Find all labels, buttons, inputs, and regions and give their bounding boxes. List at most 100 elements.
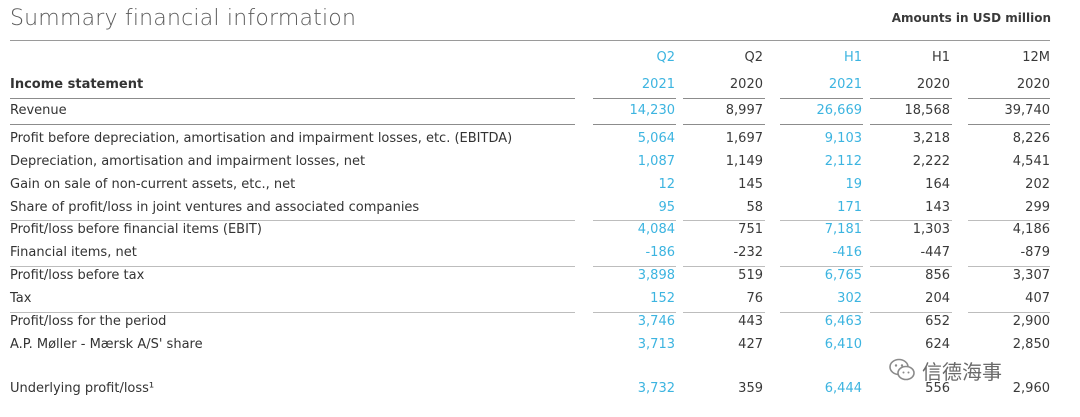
row-rule: [10, 266, 575, 267]
row-rule: [968, 312, 1050, 313]
row-rule: [870, 124, 952, 125]
table-cell: 443: [738, 314, 763, 329]
table-cell: 204: [925, 291, 950, 306]
col-header-period: 12M: [1022, 50, 1050, 65]
table-cell: 7,181: [824, 222, 862, 237]
row-rule: [780, 124, 863, 125]
table-cell: 427: [738, 337, 763, 352]
table-cell: -879: [1020, 245, 1050, 260]
row-rule: [870, 220, 952, 221]
table-cell: 407: [1025, 291, 1050, 306]
header-rule: [683, 98, 765, 99]
table-cell: 6,765: [824, 268, 862, 283]
table-cell: 3,713: [637, 337, 675, 352]
table-cell: 6,444: [824, 381, 862, 396]
table-cell: 2,222: [912, 154, 950, 169]
watermark-text: 信德海事: [922, 359, 1002, 384]
header-rule: [780, 98, 863, 99]
table-cell: 6,463: [824, 314, 862, 329]
row-rule: [780, 220, 863, 221]
col-header-year: 2021: [828, 77, 862, 92]
table-cell: -447: [920, 245, 950, 260]
table-cell: 556: [925, 381, 950, 396]
table-cell: 19: [845, 177, 862, 192]
header-rule: [870, 98, 952, 99]
table-cell: 8,997: [725, 103, 763, 118]
table-cell: 4,541: [1012, 154, 1050, 169]
col-header-period: Q2: [744, 50, 763, 65]
table-cell: 4,186: [1012, 222, 1050, 237]
row-rule: [10, 124, 575, 125]
col-header-year: 2020: [729, 77, 763, 92]
col-header-period: H1: [931, 50, 950, 65]
col-header-year: 2020: [1016, 77, 1050, 92]
table-cell: 9,103: [824, 131, 862, 146]
row-label: Tax: [10, 291, 32, 306]
table-cell: 1,697: [725, 131, 763, 146]
table-cell: 3,746: [637, 314, 675, 329]
col-header-year: 2020: [916, 77, 950, 92]
row-label: Profit/loss before financial items (EBIT…: [10, 222, 262, 237]
row-rule: [10, 220, 575, 221]
table-cell: 8,226: [1012, 131, 1050, 146]
table-cell: 202: [1025, 177, 1050, 192]
row-label: Profit before depreciation, amortisation…: [10, 131, 513, 146]
table-cell: 652: [925, 314, 950, 329]
table-cell: 18,568: [904, 103, 951, 118]
row-rule: [968, 266, 1050, 267]
table-cell: 171: [837, 200, 862, 215]
header-rule: [968, 98, 1050, 99]
table-cell: 1,149: [725, 154, 763, 169]
table-cell: 14,230: [629, 103, 676, 118]
row-label: Financial items, net: [10, 245, 137, 260]
table-cell: 624: [925, 337, 950, 352]
table-cell: 12: [658, 177, 675, 192]
table-cell: 2,112: [824, 154, 862, 169]
row-label: Revenue: [10, 103, 67, 118]
page-title: Summary financial information: [10, 6, 357, 31]
table-cell: 299: [1025, 200, 1050, 215]
table-cell: 2,900: [1012, 314, 1050, 329]
table-cell: 145: [738, 177, 763, 192]
row-label: Depreciation, amortisation and impairmen…: [10, 154, 366, 169]
table-cell: 1,303: [912, 222, 950, 237]
row-rule: [870, 312, 952, 313]
table-cell: 2,960: [1012, 381, 1050, 396]
row-label: A.P. Møller - Mærsk A/S' share: [10, 337, 203, 352]
section-label: Income statement: [10, 77, 144, 92]
table-cell: 143: [925, 200, 950, 215]
header-rule: [593, 98, 676, 99]
table-cell: 5,064: [637, 131, 675, 146]
row-rule: [968, 124, 1050, 125]
table-cell: 359: [738, 381, 763, 396]
table-cell: 164: [925, 177, 950, 192]
row-label: Profit/loss before tax: [10, 268, 145, 283]
table-cell: 4,084: [637, 222, 675, 237]
table-cell: 1,087: [637, 154, 675, 169]
table-cell: -232: [733, 245, 763, 260]
row-rule: [683, 220, 765, 221]
table-cell: -416: [832, 245, 862, 260]
table-cell: 302: [837, 291, 862, 306]
row-label: Share of profit/loss in joint ventures a…: [10, 200, 420, 215]
row-rule: [10, 312, 575, 313]
table-cell: 3,732: [637, 381, 675, 396]
table-cell: 856: [925, 268, 950, 283]
col-header-year: 2021: [641, 77, 675, 92]
table-cell: 751: [738, 222, 763, 237]
row-rule: [683, 312, 765, 313]
table-cell: 3,307: [1012, 268, 1050, 283]
table-cell: 39,740: [1004, 103, 1051, 118]
row-rule: [968, 220, 1050, 221]
row-label: Profit/loss for the period: [10, 314, 167, 329]
row-rule: [870, 266, 952, 267]
row-label: Gain on sale of non-current assets, etc.…: [10, 177, 296, 192]
row-rule: [593, 124, 676, 125]
table-cell: 58: [746, 200, 763, 215]
row-rule: [780, 266, 863, 267]
row-rule: [593, 220, 676, 221]
row-rule: [593, 266, 676, 267]
row-rule: [593, 312, 676, 313]
table-cell: 3,218: [912, 131, 950, 146]
wechat-icon: [889, 358, 915, 381]
